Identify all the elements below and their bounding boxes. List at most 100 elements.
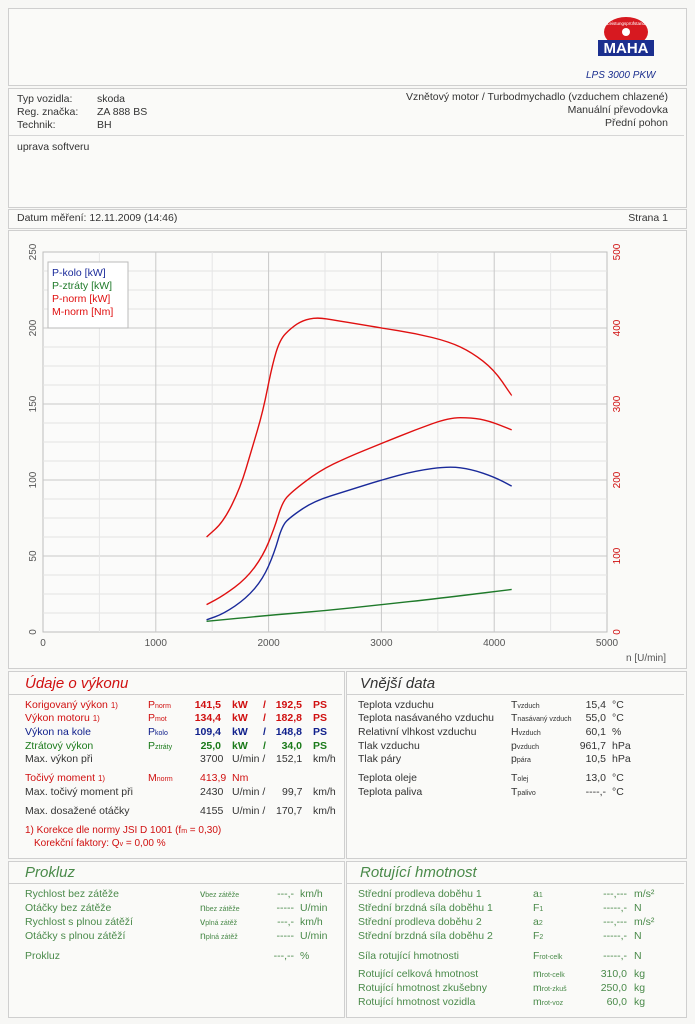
series-line-1 — [206, 466, 513, 621]
external-row-value: 13,0 — [585, 772, 606, 784]
max-power-at-unit: U/min / — [232, 753, 266, 765]
external-row-label: Tlak vzduchu — [358, 740, 420, 752]
max-torque-label: Max. točivý moment při — [25, 786, 133, 798]
y-tick-right: 300 — [612, 395, 623, 412]
rotating-row-value: -----,- — [603, 930, 627, 942]
y-tick-right: 500 — [612, 243, 623, 260]
y-tick-right: 200 — [612, 471, 623, 488]
external-row-symbol: Tvzduch — [511, 699, 540, 711]
header-panel — [8, 8, 687, 86]
external-sym: T — [511, 699, 518, 711]
rotating-sub: 1 — [538, 892, 543, 899]
y-tick-left: 100 — [28, 471, 39, 488]
legend-box — [47, 261, 129, 329]
x-tick: 2000 — [257, 638, 280, 649]
external-sym: p — [511, 753, 517, 765]
rotating-sub: rot-celk — [541, 972, 565, 979]
prokluz-row-value: ---,- — [277, 916, 294, 928]
rotating-row-unit: kg — [634, 982, 646, 994]
rotating-row-symbol: a2 — [533, 916, 543, 928]
torque-symbol: Mnorm — [148, 772, 173, 784]
external-row-value: 10,5 — [585, 753, 606, 765]
rotating-sym: F — [533, 902, 540, 914]
rotating-row-label: Síla rotující hmotnosti — [358, 950, 459, 962]
prokluz-row-value: ----- — [276, 902, 294, 914]
external-row-label: Teplota paliva — [358, 786, 423, 798]
prokluz-row-unit: km/h — [300, 888, 323, 900]
rotating-sub: rot-zkuš — [541, 986, 567, 993]
prokluz-row-unit: % — [300, 950, 310, 962]
perf-sym: P — [148, 740, 156, 752]
external-sym: T — [511, 786, 518, 798]
rotating-row-symbol: a1 — [533, 888, 543, 900]
external-row-unit: hPa — [612, 740, 631, 752]
prokluz-title: Prokluz — [25, 864, 76, 881]
rotating-sym: F — [533, 930, 540, 942]
perf-unit-ps: PS — [313, 740, 328, 752]
perf-label-text: Ztrátový výkon — [25, 740, 94, 752]
external-row-unit: hPa — [612, 753, 631, 765]
external-sub: vzduch — [516, 744, 540, 751]
max-torque-speed-unit: km/h — [313, 786, 336, 798]
perf-unit-ps: PS — [313, 712, 328, 724]
torque-label: Točivý moment 1) — [25, 772, 105, 784]
prokluz-sym: v — [200, 916, 206, 928]
max-rpm: 4155 — [200, 805, 224, 817]
perf-unit-kw: kW — [232, 740, 248, 752]
prokluz-row-value: ---,-- — [273, 950, 294, 962]
torque-value: 413,9 — [200, 772, 227, 784]
rotating-sub: rot-celk — [539, 954, 563, 961]
perf-value-ps: 182,8 — [275, 712, 302, 724]
perf-row-label: Korigovaný výkon 1) — [25, 699, 118, 711]
external-row-symbol: Tolej — [511, 772, 528, 784]
perf-value-kw: 134,4 — [194, 712, 221, 724]
rotating-row-label: Rotující celková hmotnost — [358, 968, 479, 980]
y-tick-right: 100 — [612, 547, 623, 564]
external-row-unit: °C — [612, 772, 624, 784]
prokluz-sub: plná zátěž — [205, 920, 238, 927]
max-power-at-speed-unit: km/h — [313, 753, 336, 765]
perf-value-kw: 25,0 — [200, 740, 221, 752]
external-row-symbol: Hvzduch — [511, 726, 541, 738]
performance-title-rule — [9, 694, 342, 695]
model-name: LPS 3000 PKW — [586, 70, 656, 81]
perf-value-kw: 109,4 — [194, 726, 221, 738]
external-title-rule — [347, 694, 684, 695]
perf-sup: 1) — [92, 714, 100, 723]
torque-unit: Nm — [232, 772, 249, 784]
perf-value-kw: 141,5 — [194, 699, 221, 711]
rotating-sub: rot-voz — [541, 1000, 564, 1007]
perf-unit-ps: PS — [313, 726, 328, 738]
external-sub: nasávaný vzduch — [517, 716, 572, 723]
vehicle-type-value: skoda — [97, 93, 126, 105]
perf-row-symbol: Pztráty — [148, 740, 172, 752]
rotating-row-value: -----,- — [603, 950, 627, 962]
external-panel — [346, 671, 687, 859]
gearbox-type: Manuální převodovka — [567, 104, 668, 116]
vehicle-panel — [8, 88, 687, 208]
y-tick-right: 0 — [612, 629, 623, 635]
rotating-sym: a — [533, 916, 539, 928]
x-tick: 3000 — [370, 638, 393, 649]
vehicle-divider — [9, 135, 684, 136]
vehicle-reg-value: ZA 888 BS — [97, 106, 148, 118]
prokluz-panel — [8, 861, 345, 1018]
external-row-symbol: Tpalivo — [511, 786, 536, 798]
rotating-sym: m — [533, 968, 542, 980]
rotating-row-label: Rotující hmotnost vozidla — [358, 996, 476, 1008]
perf-row-label: Výkon na kole — [25, 726, 91, 738]
vehicle-reg-label: Reg. značka: — [17, 106, 79, 118]
vehicle-tech-value: BH — [97, 119, 112, 131]
perf-sym: P — [148, 726, 156, 738]
max-rpm-unit: U/min / — [232, 805, 266, 817]
perf-unit-kw: kW — [232, 726, 248, 738]
perf-separator: / — [263, 740, 266, 752]
perf-sym: P — [148, 712, 156, 724]
prokluz-row-value: ---,- — [277, 888, 294, 900]
performance-title: Údaje o výkonu — [25, 675, 129, 692]
legend-entry: M-norm [Nm] — [52, 306, 113, 318]
correction-fm-sub: m — [181, 828, 188, 835]
perf-row-symbol: Pnorm — [148, 699, 171, 711]
prokluz-row-symbol: nplná zátěž — [200, 930, 238, 942]
series-line-4 — [206, 317, 513, 538]
